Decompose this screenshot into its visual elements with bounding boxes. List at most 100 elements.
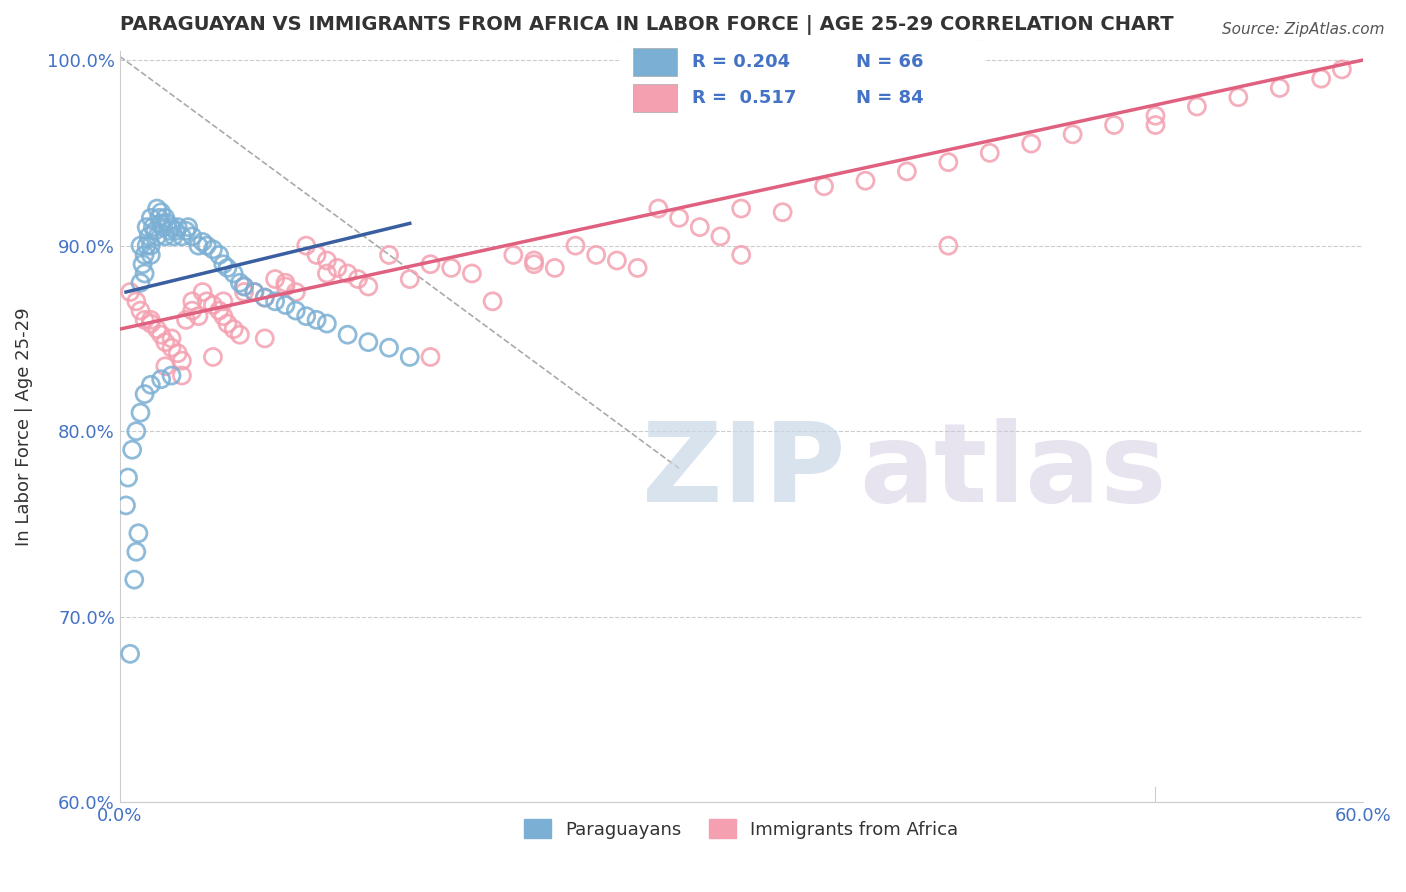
Point [170,229,193,244]
Point [461,267,484,281]
Point [233,285,256,299]
Point [177,220,200,235]
Point [159,224,181,238]
Point [357,335,380,350]
Point [135,220,157,235]
Point [191,285,214,299]
Point [166,220,188,235]
Point [295,238,318,252]
Point [440,260,463,275]
Point [129,406,152,420]
Point [160,331,183,345]
Point [222,267,245,281]
Point [813,179,835,194]
Point [212,257,235,271]
Point [191,235,214,249]
Point [1268,81,1291,95]
Point [398,272,420,286]
Point [564,238,586,252]
Point [129,303,152,318]
Point [166,346,188,360]
Point [187,309,209,323]
Point [120,647,142,661]
Point [689,220,711,235]
Point [143,224,166,238]
Text: Source: ZipAtlas.com: Source: ZipAtlas.com [1222,22,1385,37]
Point [139,313,162,327]
Point [336,267,359,281]
Point [146,322,169,336]
Point [195,294,218,309]
Text: N = 84: N = 84 [856,89,924,107]
Legend: Paraguayans, Immigrants from Africa: Paraguayans, Immigrants from Africa [517,812,966,846]
Point [243,285,266,299]
Point [134,387,156,401]
Point [150,327,173,342]
Point [217,317,239,331]
Point [316,317,339,331]
Point [201,298,224,312]
Point [772,205,794,219]
Point [274,298,297,312]
Point [668,211,690,225]
Text: N = 66: N = 66 [856,53,924,70]
Point [120,285,142,299]
Point [481,294,503,309]
Point [284,303,307,318]
Point [155,211,177,225]
Point [336,327,359,342]
Point [201,350,224,364]
Point [139,317,162,331]
Point [122,573,145,587]
Point [295,309,318,323]
Point [357,279,380,293]
Point [222,322,245,336]
Point [253,291,276,305]
Point [523,253,546,268]
Point [146,229,169,244]
Point [127,526,149,541]
Point [160,368,183,383]
Text: ZIP: ZIP [641,418,845,525]
Point [378,341,401,355]
Y-axis label: In Labor Force | Age 25-29: In Labor Force | Age 25-29 [15,307,32,546]
Point [134,267,156,281]
Point [152,220,174,235]
Point [142,220,165,235]
Point [181,229,204,244]
Point [229,276,252,290]
Point [131,257,153,271]
Point [125,424,148,438]
Point [326,260,349,275]
Text: R = 0.204: R = 0.204 [692,53,790,70]
Point [523,257,546,271]
Point [502,248,524,262]
Point [139,248,162,262]
Point [284,285,307,299]
Point [316,267,339,281]
Point [730,202,752,216]
Point [378,248,401,262]
Point [135,238,157,252]
Point [150,205,173,219]
Point [316,253,339,268]
Point [150,372,173,386]
Point [305,248,328,262]
Point [134,248,156,262]
Point [606,253,628,268]
Point [181,294,204,309]
Point [155,229,177,244]
Point [117,470,139,484]
Point [134,313,156,327]
Point [125,545,148,559]
Point [148,211,170,225]
Point [115,499,138,513]
Point [233,279,256,293]
Point [855,174,877,188]
Point [1227,90,1250,104]
Point [626,260,648,275]
Point [174,313,197,327]
Point [160,220,183,235]
Point [896,164,918,178]
Point [181,303,204,318]
